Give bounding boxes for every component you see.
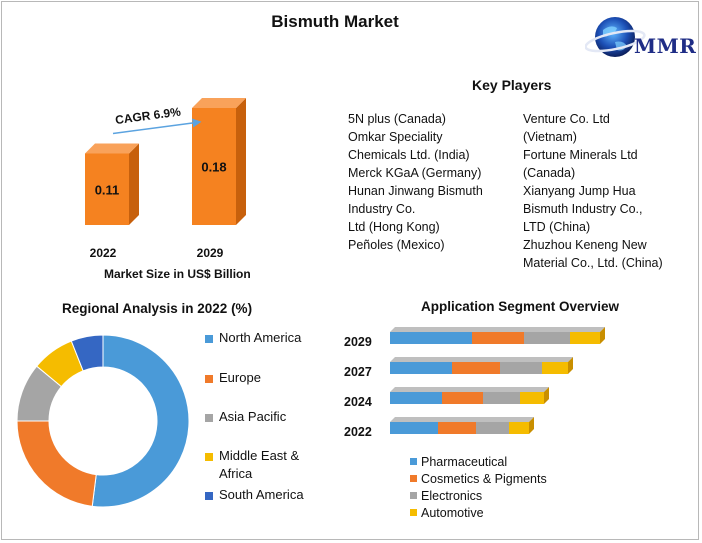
key-player-line: LTD (China) (523, 220, 591, 234)
key-player-line: Omkar Speciality (348, 130, 443, 144)
segment-bar (390, 392, 442, 404)
legend-label: South America (219, 487, 304, 502)
segment-bar (390, 422, 438, 434)
legend-swatch (205, 492, 213, 500)
legend-item: Automotive (410, 505, 547, 522)
segment-bar (476, 422, 509, 434)
segment-bar (570, 332, 600, 344)
segment-bar (500, 362, 542, 374)
legend-swatch (410, 492, 417, 499)
market-size-chart: 0.11 2022 0.18 2029 CAGR 6.9% (85, 98, 246, 260)
market-bar (192, 98, 246, 225)
application-segment-chart: 2029 2027 2024 2022 (344, 327, 605, 439)
application-legend: Pharmaceutical Cosmetics & Pigments Electr… (410, 454, 547, 522)
legend-item: Pharmaceutical (410, 454, 547, 471)
legend-label: Automotive (421, 506, 484, 520)
legend-label: Electronics (421, 489, 483, 503)
market-size-axis-label: Market Size in US$ Billion (104, 267, 251, 281)
key-player-line: Industry Co. (348, 202, 416, 216)
page-title: Bismuth Market (271, 12, 399, 31)
legend-swatch (410, 475, 417, 482)
segment-bar (542, 362, 568, 374)
application-chart-title: Application Segment Overview (421, 299, 620, 314)
cagr-arrow (112, 118, 202, 135)
segment-bar (509, 422, 529, 434)
legend-swatch (410, 509, 417, 516)
legend-swatch (205, 453, 213, 461)
key-player-line: Merck KGaA (Germany) (348, 166, 482, 180)
legend-swatch (205, 335, 213, 343)
segment-bar (524, 332, 570, 344)
legend-label: Cosmetics & Pigments (421, 472, 547, 486)
segment-bar (442, 392, 483, 404)
donut-slice (16, 420, 97, 507)
key-player-line: Zhuzhou Keneng New (523, 238, 647, 252)
globe-icon (585, 17, 646, 57)
legend-swatch (205, 414, 213, 422)
bar-data-label: 0.11 (95, 182, 120, 197)
segment-bar (438, 422, 476, 434)
segment-year-label: 2022 (344, 425, 372, 439)
key-player-line: (Canada) (523, 166, 576, 180)
key-player-line: Ltd (Hong Kong) (348, 220, 440, 234)
donut-slice (70, 334, 104, 372)
segment-bar (452, 362, 500, 374)
legend-swatch (410, 458, 417, 465)
regional-legend: North America Europe Asia Pacific Middle Ea… (205, 330, 335, 510)
segment-year-label: 2027 (344, 365, 372, 379)
bar-category-label: 2029 (197, 246, 224, 260)
regional-chart-title: Regional Analysis in 2022 (%) (62, 301, 253, 316)
key-players-left-list: 5N plus (Canada) Omkar Speciality Chemica… (348, 110, 483, 254)
bar-category-label: 2022 (90, 246, 117, 260)
legend-label: North America (219, 330, 302, 345)
key-player-line: Material Co., Ltd. (China) (523, 256, 663, 270)
key-player-line: Venture Co. Ltd (523, 112, 610, 126)
bar-data-label: 0.18 (201, 160, 226, 175)
cagr-label: CAGR 6.9% (114, 104, 182, 127)
legend-label: Europe (219, 370, 261, 385)
key-players-right-list: Venture Co. Ltd (Vietnam) Fortune Mineral… (523, 110, 663, 272)
donut-slice (91, 334, 190, 508)
key-player-line: 5N plus (Canada) (348, 112, 446, 126)
legend-label: Asia Pacific (219, 409, 287, 424)
key-player-line: Xianyang Jump Hua (523, 184, 636, 198)
market-bar (85, 143, 139, 225)
segment-bar (390, 332, 472, 344)
segment-bar (472, 332, 524, 344)
legend-item: Electronics (410, 488, 547, 505)
legend-label: Africa (219, 466, 253, 481)
key-player-line: Fortune Minerals Ltd (523, 148, 638, 162)
segment-bar (483, 392, 520, 404)
legend-item: Cosmetics & Pigments (410, 471, 547, 488)
key-player-line: Chemicals Ltd. (India) (348, 148, 470, 162)
key-players-title: Key Players (472, 77, 552, 93)
key-player-line: Hunan Jinwang Bismuth (348, 184, 483, 198)
segment-year-label: 2029 (344, 335, 372, 349)
legend-swatch (205, 375, 213, 383)
segment-bar (520, 392, 544, 404)
regional-donut-chart (16, 334, 190, 508)
legend-label: Middle East & (219, 448, 300, 463)
segment-bar (390, 362, 452, 374)
segment-year-label: 2024 (344, 395, 372, 409)
key-player-line: Peñoles (Mexico) (348, 238, 445, 252)
key-player-line: Bismuth Industry Co., (523, 202, 643, 216)
logo-text: MMR (634, 34, 697, 58)
legend-label: Pharmaceutical (421, 455, 508, 469)
key-player-line: (Vietnam) (523, 130, 577, 144)
